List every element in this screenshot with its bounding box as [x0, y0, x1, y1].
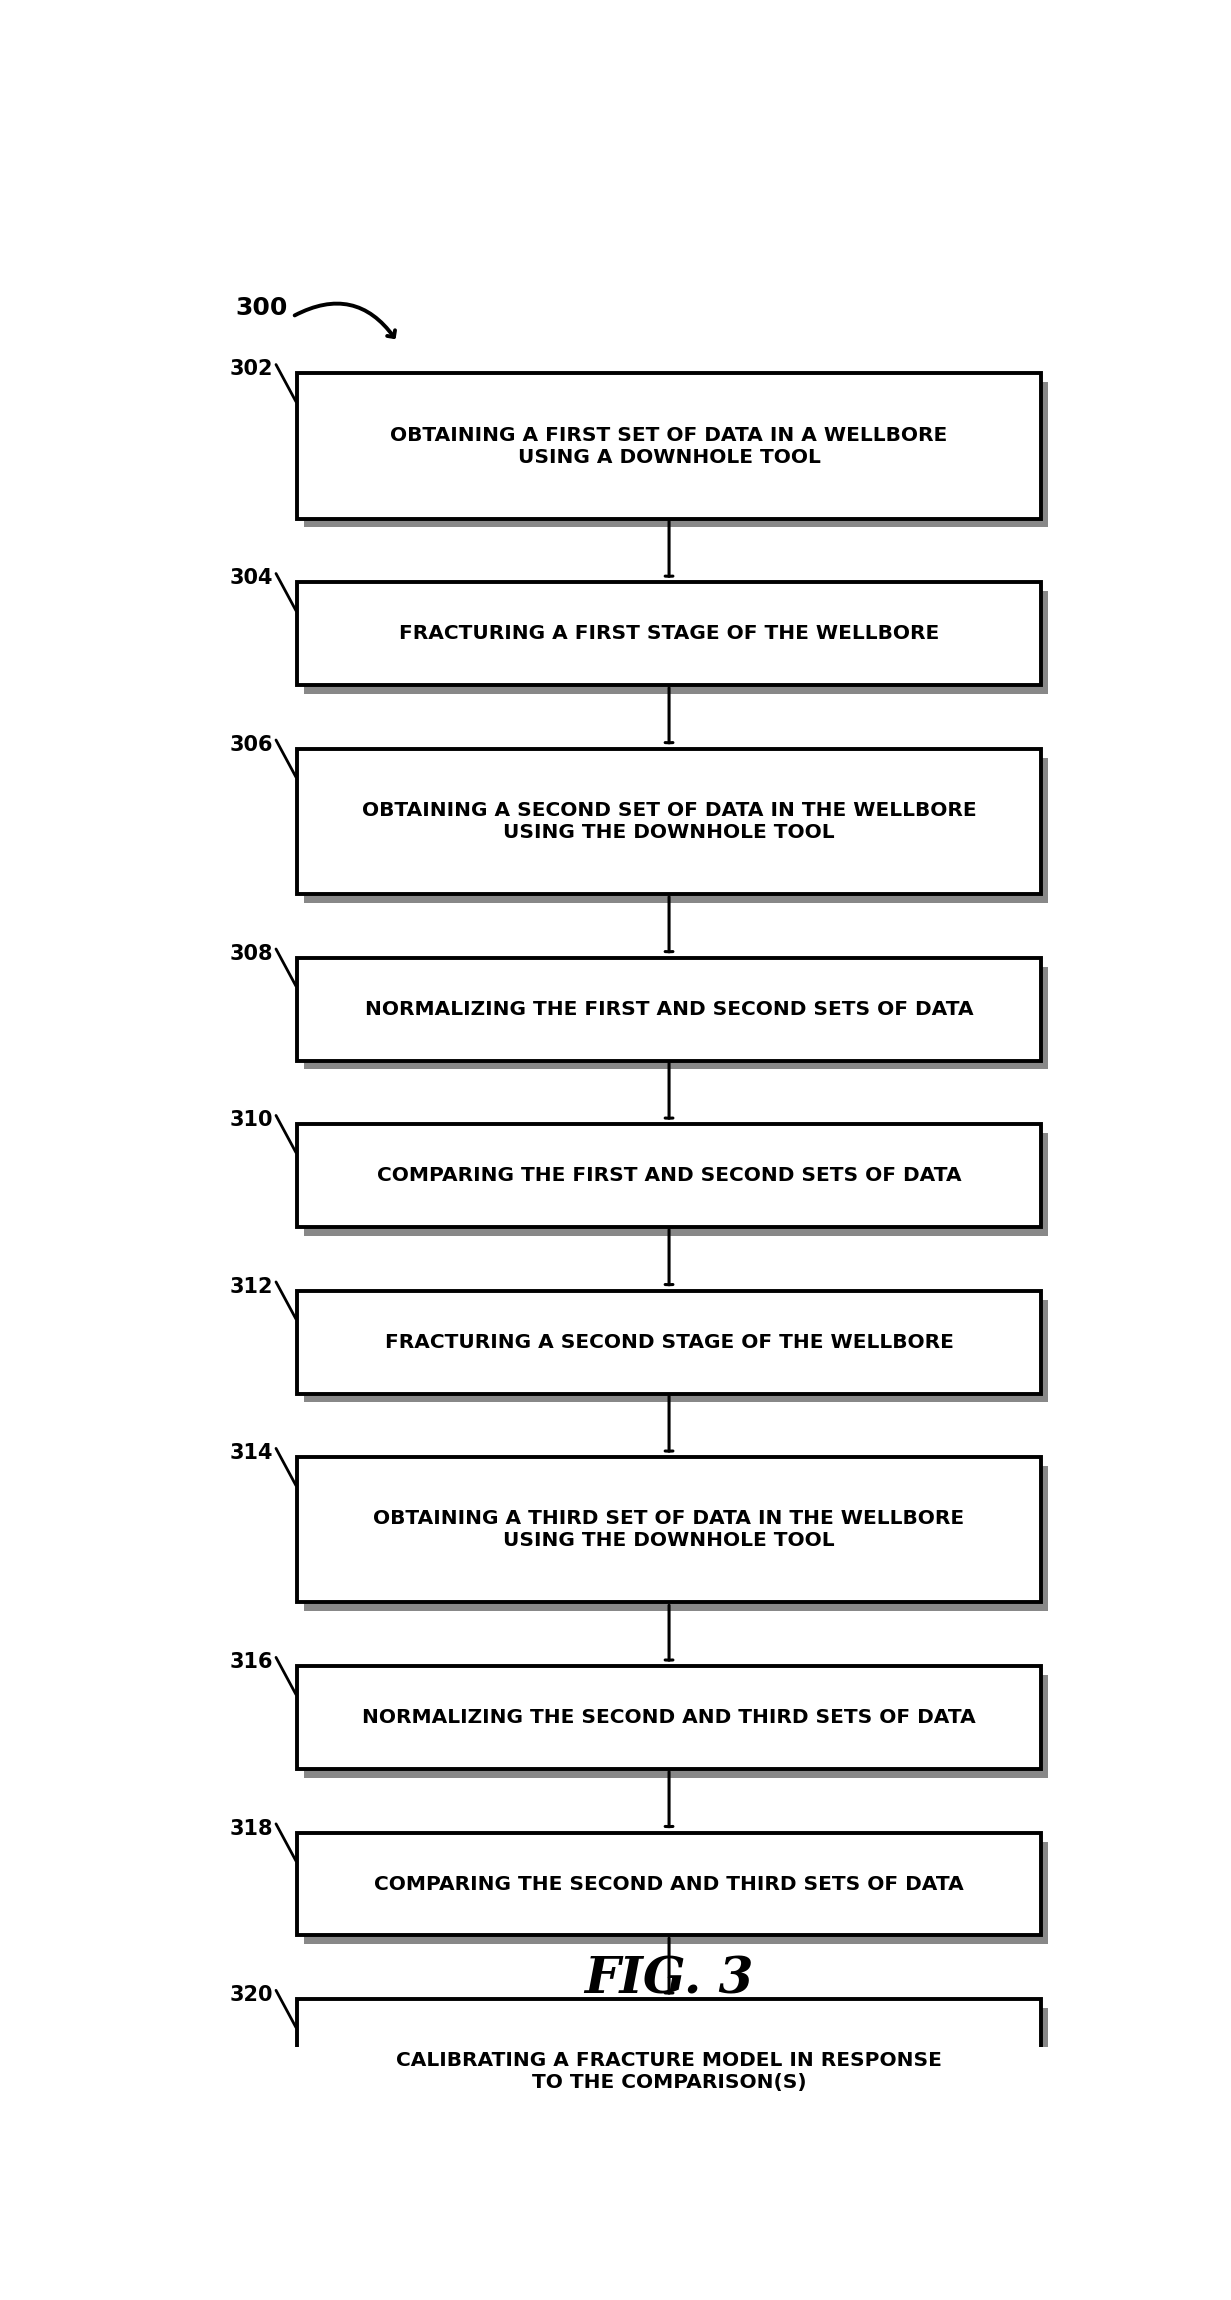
Bar — [304, 966, 1048, 1070]
Text: OBTAINING A FIRST SET OF DATA IN A WELLBORE
USING A DOWNHOLE TOOL: OBTAINING A FIRST SET OF DATA IN A WELLB… — [390, 426, 948, 467]
Bar — [297, 1665, 1041, 1769]
Bar — [304, 757, 1048, 904]
Bar — [297, 582, 1041, 685]
Bar — [304, 1134, 1048, 1235]
Text: NORMALIZING THE SECOND AND THIRD SETS OF DATA: NORMALIZING THE SECOND AND THIRD SETS OF… — [362, 1709, 976, 1727]
Text: CALIBRATING A FRACTURE MODEL IN RESPONSE
TO THE COMPARISON(S): CALIBRATING A FRACTURE MODEL IN RESPONSE… — [396, 2052, 942, 2093]
Bar — [297, 1999, 1041, 2144]
Text: 300: 300 — [235, 297, 287, 320]
Bar — [304, 1674, 1048, 1778]
Bar — [297, 1458, 1041, 1603]
Bar — [304, 382, 1048, 527]
Bar — [297, 1290, 1041, 1394]
Text: 320: 320 — [230, 1985, 273, 2006]
Text: FIG. 3: FIG. 3 — [585, 1955, 753, 2003]
Text: 312: 312 — [230, 1276, 273, 1297]
Text: COMPARING THE SECOND AND THIRD SETS OF DATA: COMPARING THE SECOND AND THIRD SETS OF D… — [374, 1874, 964, 1893]
Text: COMPARING THE FIRST AND SECOND SETS OF DATA: COMPARING THE FIRST AND SECOND SETS OF D… — [377, 1166, 961, 1184]
Bar — [297, 1833, 1041, 1934]
Text: OBTAINING A SECOND SET OF DATA IN THE WELLBORE
USING THE DOWNHOLE TOOL: OBTAINING A SECOND SET OF DATA IN THE WE… — [362, 800, 976, 842]
Bar — [304, 1465, 1048, 1612]
Text: OBTAINING A THIRD SET OF DATA IN THE WELLBORE
USING THE DOWNHOLE TOOL: OBTAINING A THIRD SET OF DATA IN THE WEL… — [373, 1509, 965, 1550]
Bar — [297, 957, 1041, 1060]
Bar — [297, 750, 1041, 895]
Bar — [304, 1299, 1048, 1403]
Text: 308: 308 — [230, 943, 273, 964]
Bar — [304, 591, 1048, 695]
Bar — [297, 1125, 1041, 1226]
Text: 306: 306 — [230, 734, 273, 754]
Text: 316: 316 — [230, 1651, 273, 1672]
Text: NORMALIZING THE FIRST AND SECOND SETS OF DATA: NORMALIZING THE FIRST AND SECOND SETS OF… — [364, 1000, 974, 1019]
Text: FRACTURING A FIRST STAGE OF THE WELLBORE: FRACTURING A FIRST STAGE OF THE WELLBORE — [399, 623, 939, 644]
Bar — [297, 373, 1041, 518]
Bar — [304, 2008, 1048, 2153]
Text: 304: 304 — [230, 568, 273, 589]
Text: FRACTURING A SECOND STAGE OF THE WELLBORE: FRACTURING A SECOND STAGE OF THE WELLBOR… — [384, 1332, 954, 1352]
Text: 314: 314 — [230, 1442, 273, 1463]
Bar — [304, 1842, 1048, 1944]
Text: 310: 310 — [230, 1111, 273, 1129]
Text: 302: 302 — [230, 359, 273, 380]
Text: 318: 318 — [230, 1819, 273, 1838]
